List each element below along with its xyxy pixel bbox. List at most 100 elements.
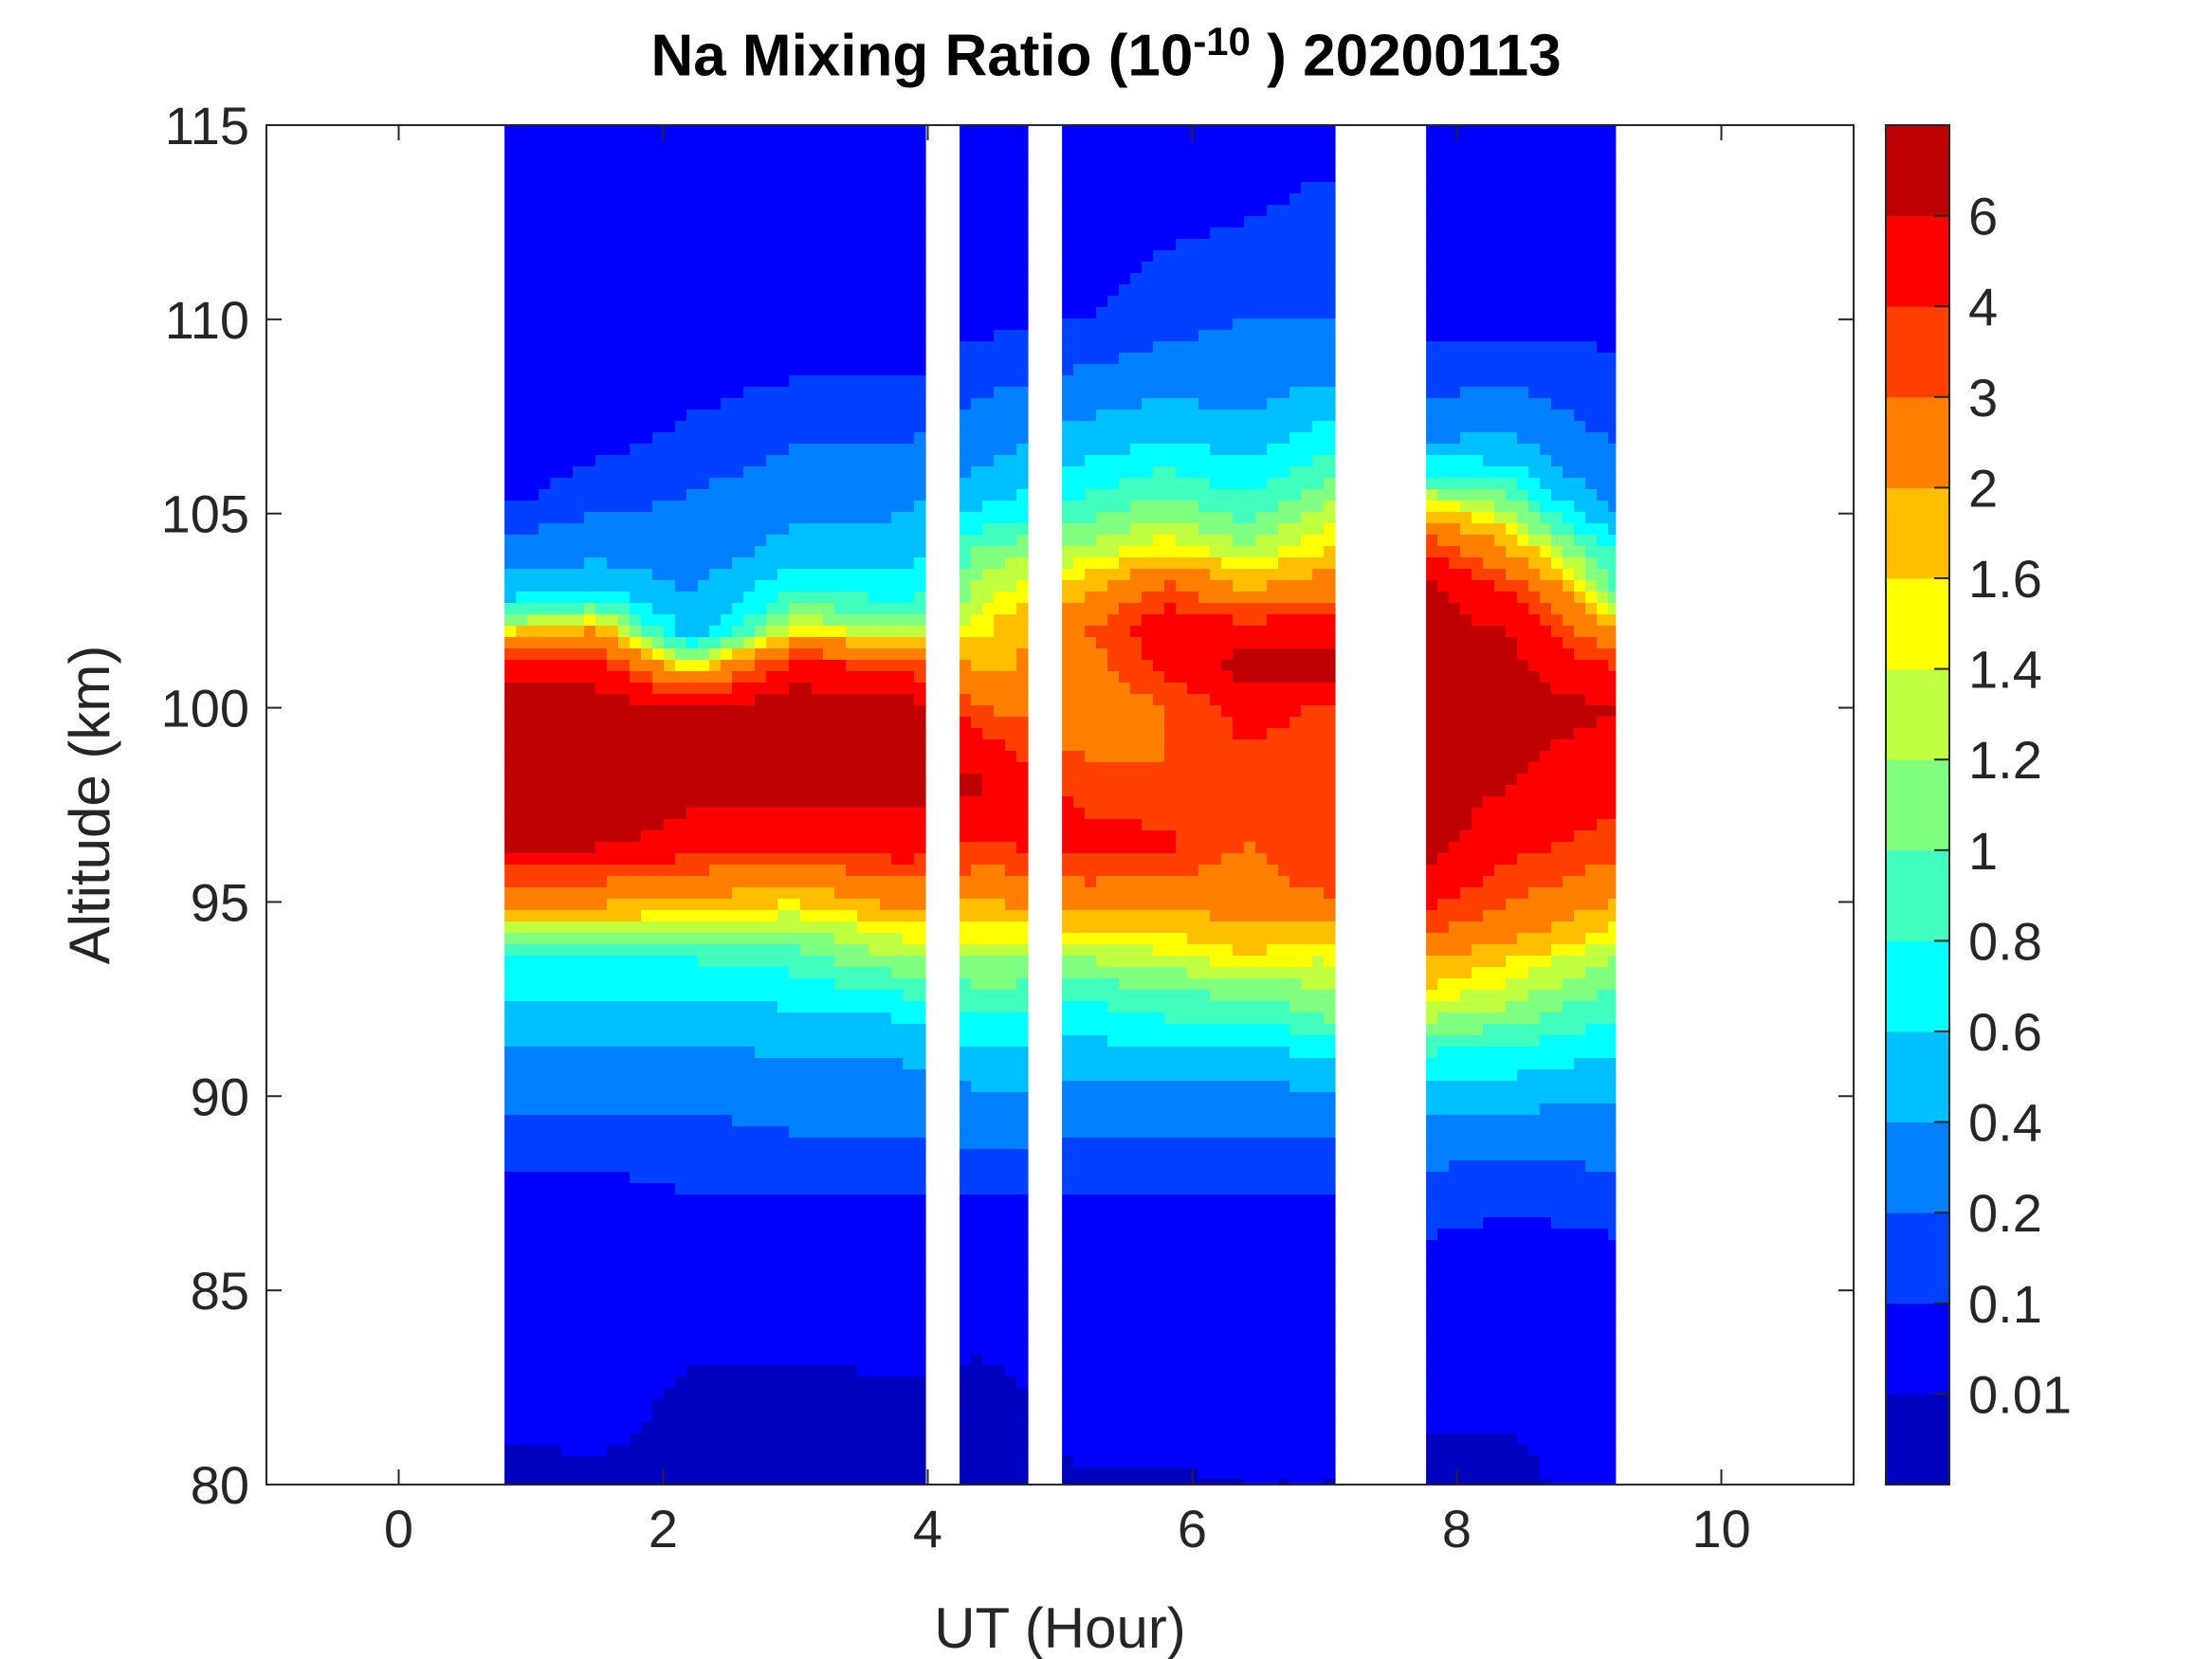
- contour-cell: [561, 319, 574, 331]
- contour-cell: [584, 842, 596, 854]
- contour-cell: [573, 557, 585, 570]
- contour-cell: [675, 557, 687, 570]
- contour-cell: [641, 1001, 653, 1013]
- contour-cell: [868, 228, 881, 240]
- contour-cell: [846, 512, 858, 524]
- contour-cell: [857, 1183, 869, 1195]
- contour-cell: [755, 353, 767, 365]
- contour-cell: [709, 739, 722, 752]
- contour-cell: [789, 1422, 801, 1434]
- contour-cell: [504, 182, 517, 194]
- contour-cell: [1005, 648, 1017, 661]
- contour-cell: [607, 455, 619, 467]
- contour-cell: [857, 944, 869, 957]
- contour-cell: [595, 1115, 608, 1127]
- contour-cell: [903, 705, 915, 718]
- contour-cell: [709, 944, 722, 957]
- contour-cell: [846, 1388, 858, 1400]
- contour-cell: [857, 501, 869, 513]
- contour-cell: [891, 398, 904, 410]
- contour-cell: [743, 353, 756, 365]
- contour-cell: [686, 830, 699, 843]
- contour-cell: [584, 990, 596, 1002]
- contour-cell: [743, 296, 756, 308]
- contour-cell: [686, 819, 699, 831]
- contour-cell: [675, 216, 687, 228]
- contour-cell: [584, 967, 596, 979]
- contour-cell: [994, 1376, 1006, 1389]
- contour-cell: [573, 1081, 585, 1093]
- contour-cell: [595, 1274, 608, 1286]
- contour-cell: [561, 205, 574, 217]
- contour-cell: [971, 125, 983, 137]
- contour-cell: [732, 842, 744, 854]
- contour-cell: [527, 603, 539, 615]
- contour-cell: [527, 216, 539, 228]
- contour-cell: [971, 1365, 983, 1377]
- contour-cell: [698, 1115, 710, 1127]
- contour-cell: [527, 1183, 539, 1195]
- contour-cell: [777, 557, 790, 570]
- contour-cell: [641, 739, 653, 752]
- contour-cell: [630, 1445, 642, 1457]
- contour-cell: [766, 466, 778, 479]
- contour-cell: [857, 637, 869, 649]
- contour-cell: [1005, 307, 1017, 319]
- contour-cell: [641, 1092, 653, 1104]
- contour-cell: [868, 910, 881, 922]
- contour-cell: [550, 1194, 562, 1207]
- contour-cell: [994, 1297, 1006, 1309]
- contour-cell: [743, 694, 756, 706]
- contour-cell: [550, 137, 562, 149]
- contour-cell: [971, 1331, 983, 1343]
- contour-cell: [630, 580, 642, 592]
- contour-cell: [971, 1399, 983, 1412]
- contour-cell: [823, 523, 835, 536]
- contour-cell: [561, 1376, 574, 1389]
- contour-cell: [618, 751, 631, 763]
- contour-cell: [971, 592, 983, 604]
- contour-cell: [846, 774, 858, 786]
- contour-cell: [584, 1024, 596, 1036]
- contour-cell: [868, 808, 881, 820]
- contour-cell: [584, 819, 596, 831]
- contour-cell: [789, 796, 801, 809]
- contour-cell: [755, 569, 767, 581]
- contour-cell: [686, 1138, 699, 1150]
- contour-cell: [914, 842, 926, 854]
- contour-cell: [732, 1092, 744, 1104]
- contour-cell: [732, 694, 744, 706]
- contour-cell: [550, 444, 562, 456]
- contour-cell: [880, 1365, 892, 1377]
- contour-cell: [595, 182, 608, 194]
- contour-cell: [539, 307, 551, 319]
- contour-cell: [1005, 216, 1017, 228]
- contour-cell: [516, 1047, 528, 1059]
- contour-cell: [834, 216, 847, 228]
- contour-cell: [755, 171, 767, 183]
- contour-cell: [766, 1433, 778, 1446]
- contour-cell: [903, 592, 915, 604]
- contour-cell: [675, 546, 687, 558]
- contour-cell: [971, 546, 983, 558]
- contour-cell: [880, 705, 892, 718]
- contour-cell: [994, 921, 1006, 934]
- contour-cell: [834, 751, 847, 763]
- contour-cell: [561, 353, 574, 365]
- contour-cell: [755, 1342, 767, 1355]
- contour-cell: [607, 319, 619, 331]
- contour-cell: [982, 1069, 995, 1082]
- contour-cell: [743, 193, 756, 206]
- contour-cell: [721, 228, 733, 240]
- contour-cell: [800, 899, 813, 911]
- contour-cell: [914, 1285, 926, 1298]
- contour-cell: [1005, 956, 1017, 968]
- contour-cell: [914, 159, 926, 172]
- contour-cell: [539, 421, 551, 433]
- contour-cell: [664, 1024, 676, 1036]
- contour-cell: [800, 501, 813, 513]
- contour-cell: [618, 216, 631, 228]
- contour-cell: [868, 1069, 881, 1082]
- contour-cell: [846, 182, 858, 194]
- contour-cell: [721, 1194, 733, 1207]
